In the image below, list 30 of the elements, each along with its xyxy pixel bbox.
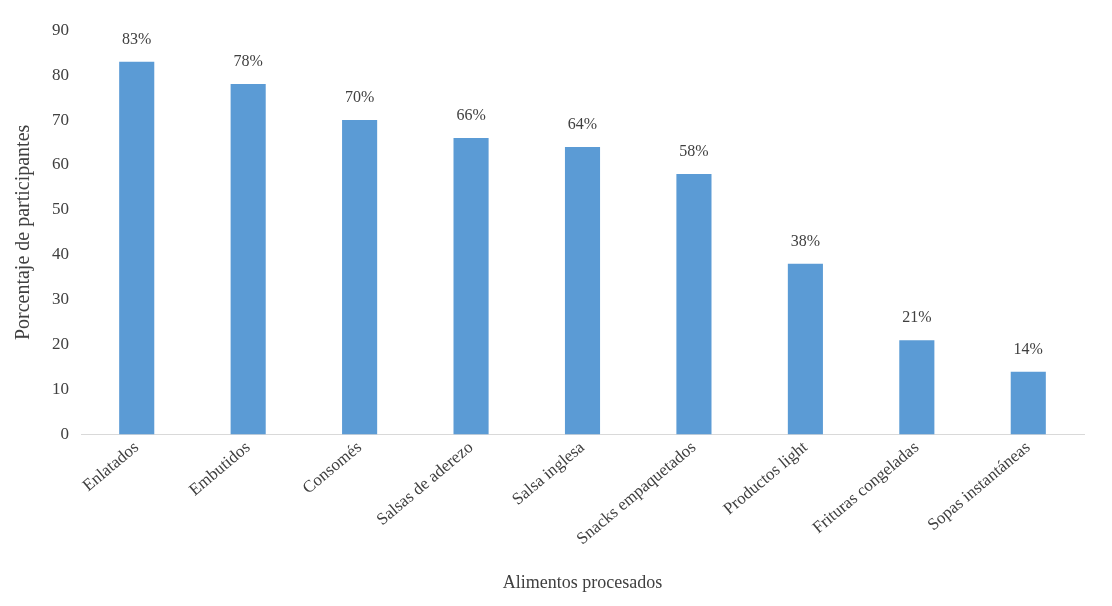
y-tick-label: 80 (52, 64, 69, 84)
bar (453, 138, 489, 435)
bar (1010, 371, 1046, 435)
y-tick-label: 40 (52, 244, 69, 264)
y-tick-label: 0 (60, 424, 69, 444)
y-tick-label: 10 (52, 379, 69, 399)
data-label: 58% (679, 142, 709, 160)
y-tick-label: 90 (52, 19, 69, 39)
bar (230, 84, 266, 435)
bar (119, 61, 155, 435)
bar (676, 173, 712, 435)
y-tick-label: 20 (52, 334, 69, 354)
data-label: 70% (344, 88, 375, 106)
y-tick-label: 70 (52, 109, 69, 129)
data-label: 38% (790, 232, 821, 250)
data-label: 66% (456, 106, 486, 124)
y-tick-label: 50 (52, 199, 69, 219)
data-label: 64% (567, 115, 598, 133)
x-axis-title: Alimentos procesados (502, 571, 663, 592)
bar (899, 340, 935, 435)
bar (787, 263, 823, 435)
data-label: 21% (902, 308, 932, 326)
data-label: 78% (233, 52, 263, 70)
data-label: 14% (1013, 339, 1043, 357)
y-tick-label: 30 (52, 289, 69, 309)
bar (564, 147, 601, 435)
y-axis-title: Porcentaje de participantes (11, 124, 35, 341)
data-label: 83% (122, 29, 152, 47)
bar (342, 120, 378, 435)
y-tick-label: 60 (52, 154, 69, 174)
